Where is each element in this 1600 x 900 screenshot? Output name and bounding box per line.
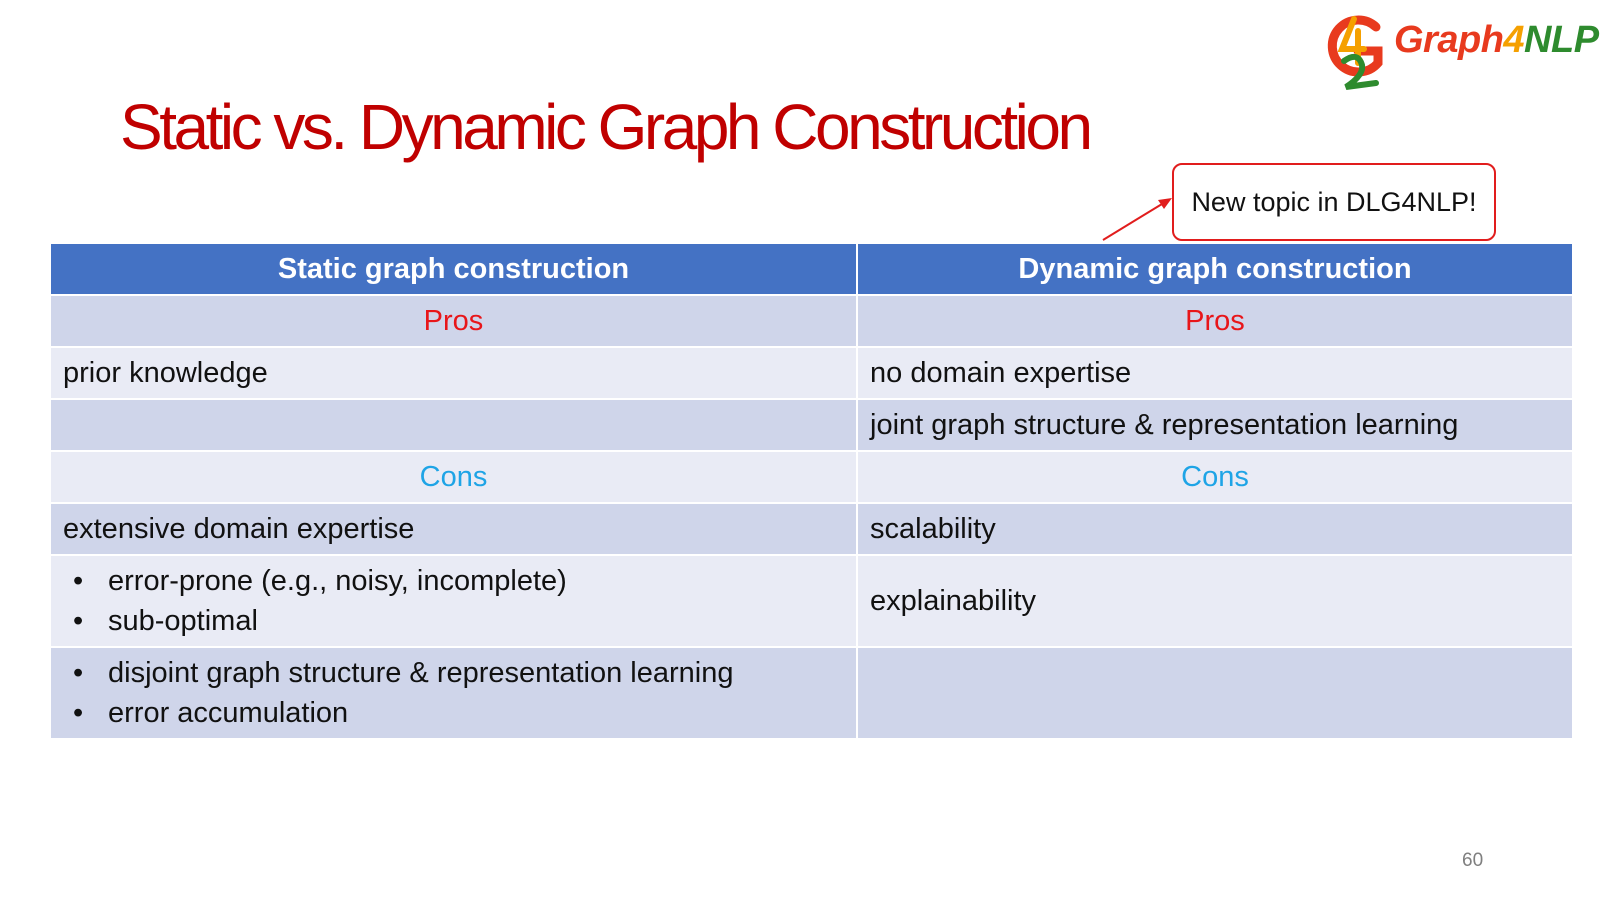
cons-heading-row: Cons Cons (49, 450, 1574, 504)
slide-title: Static vs. Dynamic Graph Construction (120, 91, 1093, 163)
comparison-table: Static graph construction Dynamic graph … (49, 242, 1574, 740)
logo-wordmark: Graph4NLP (1394, 21, 1599, 59)
bullet-list: disjoint graph structure & representatio… (63, 653, 844, 733)
cell-static-pro-1: prior knowledge (49, 346, 858, 400)
g4-logo-mark-icon (1327, 15, 1383, 90)
list-item: disjoint graph structure & representatio… (63, 653, 844, 693)
cons-label-dynamic: Cons (856, 450, 1574, 504)
header-dynamic: Dynamic graph construction (856, 242, 1574, 296)
cell-static-con-1: extensive domain expertise (49, 502, 858, 556)
table-row: prior knowledge no domain expertise (49, 346, 1574, 400)
list-item: error-prone (e.g., noisy, incomplete) (63, 561, 844, 601)
page-number: 60 (1462, 850, 1484, 871)
list-item: sub-optimal (63, 601, 844, 641)
new-topic-callout: New topic in DLG4NLP! (1172, 163, 1496, 241)
cell-dynamic-con-2: explainability (856, 554, 1574, 648)
table-row: error-prone (e.g., noisy, incomplete) su… (49, 554, 1574, 648)
logo-wordmark-part2: 4 (1503, 19, 1525, 61)
header-static: Static graph construction (49, 242, 858, 296)
pros-heading-row: Pros Pros (49, 294, 1574, 348)
table-row: joint graph structure & representation l… (49, 398, 1574, 452)
cons-label-static: Cons (49, 450, 858, 504)
cell-dynamic-con-1: scalability (856, 502, 1574, 556)
graph4nlp-logo: Graph4NLP (1318, 5, 1599, 95)
bullet-list: error-prone (e.g., noisy, incomplete) su… (63, 561, 844, 641)
cell-static-con-3: disjoint graph structure & representatio… (49, 646, 858, 740)
cell-dynamic-con-3 (856, 646, 1574, 740)
cell-static-con-2: error-prone (e.g., noisy, incomplete) su… (49, 554, 858, 648)
cell-dynamic-pro-2: joint graph structure & representation l… (856, 398, 1574, 452)
table-row: extensive domain expertise scalability (49, 502, 1574, 556)
list-item: error accumulation (63, 693, 844, 733)
table-header-row: Static graph construction Dynamic graph … (49, 242, 1574, 296)
logo-wordmark-part1: Graph (1394, 19, 1504, 61)
pros-label-static: Pros (49, 294, 858, 348)
cell-dynamic-pro-1: no domain expertise (856, 346, 1574, 400)
pros-label-dynamic: Pros (856, 294, 1574, 348)
logo-wordmark-part3: NLP (1524, 19, 1599, 61)
table-row: disjoint graph structure & representatio… (49, 646, 1574, 740)
cell-static-pro-2 (49, 398, 858, 452)
